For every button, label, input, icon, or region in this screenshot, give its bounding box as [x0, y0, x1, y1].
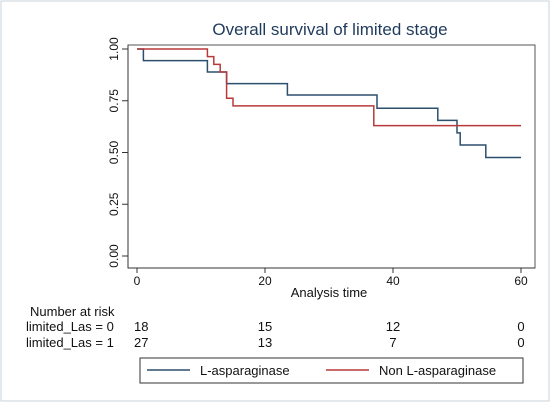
plot-area: 0.00 0.25 0.50 0.75 1.00 0 20 40 60: [107, 37, 536, 288]
legend-label-l-asparaginase: L-asparaginase: [200, 363, 290, 378]
risk-count: 0: [517, 319, 524, 334]
legend: L-asparaginase Non L-asparaginase: [139, 357, 524, 384]
risk-count: 13: [258, 335, 272, 350]
risk-count: 15: [258, 319, 272, 334]
risk-count: 12: [386, 319, 400, 334]
risk-count: 0: [517, 335, 524, 350]
y-tick-label: 0.75: [107, 89, 121, 113]
risk-row-label-1: limited_Las = 1: [26, 335, 114, 350]
x-axis-title: Analysis time: [291, 285, 368, 300]
plot-frame: [127, 44, 536, 269]
risk-row-label-0: limited_Las = 0: [26, 319, 114, 334]
x-tick-label: 20: [258, 274, 272, 288]
survival-curve-non-l-asparaginase: [137, 48, 521, 127]
risk-table: Number at risk limited_Las = 0 limited_L…: [26, 304, 525, 350]
y-tick-label: 0.50: [107, 140, 121, 164]
legend-label-non-l-asparaginase: Non L-asparaginase: [379, 363, 496, 378]
risk-count: 7: [389, 335, 396, 350]
x-tick-label: 0: [134, 274, 141, 288]
x-tick-label: 40: [386, 274, 400, 288]
survival-curve-l-asparaginase: [137, 48, 521, 159]
x-tick-label: 60: [514, 274, 528, 288]
risk-count: 27: [134, 335, 148, 350]
y-tick-label: 0.00: [107, 244, 121, 268]
y-tick-label: 1.00: [107, 37, 121, 61]
risk-table-counts: 18 15 12 0 27 13 7 0: [134, 319, 525, 350]
y-axis-ticks: 0.00 0.25 0.50 0.75 1.00: [107, 37, 128, 268]
risk-table-heading: Number at risk: [30, 304, 115, 319]
x-axis-ticks: 0 20 40 60: [134, 268, 528, 288]
risk-count: 18: [134, 319, 148, 334]
chart-title: Overall survival of limited stage: [212, 20, 447, 39]
survival-curves: [137, 48, 521, 159]
y-tick-label: 0.25: [107, 192, 121, 216]
